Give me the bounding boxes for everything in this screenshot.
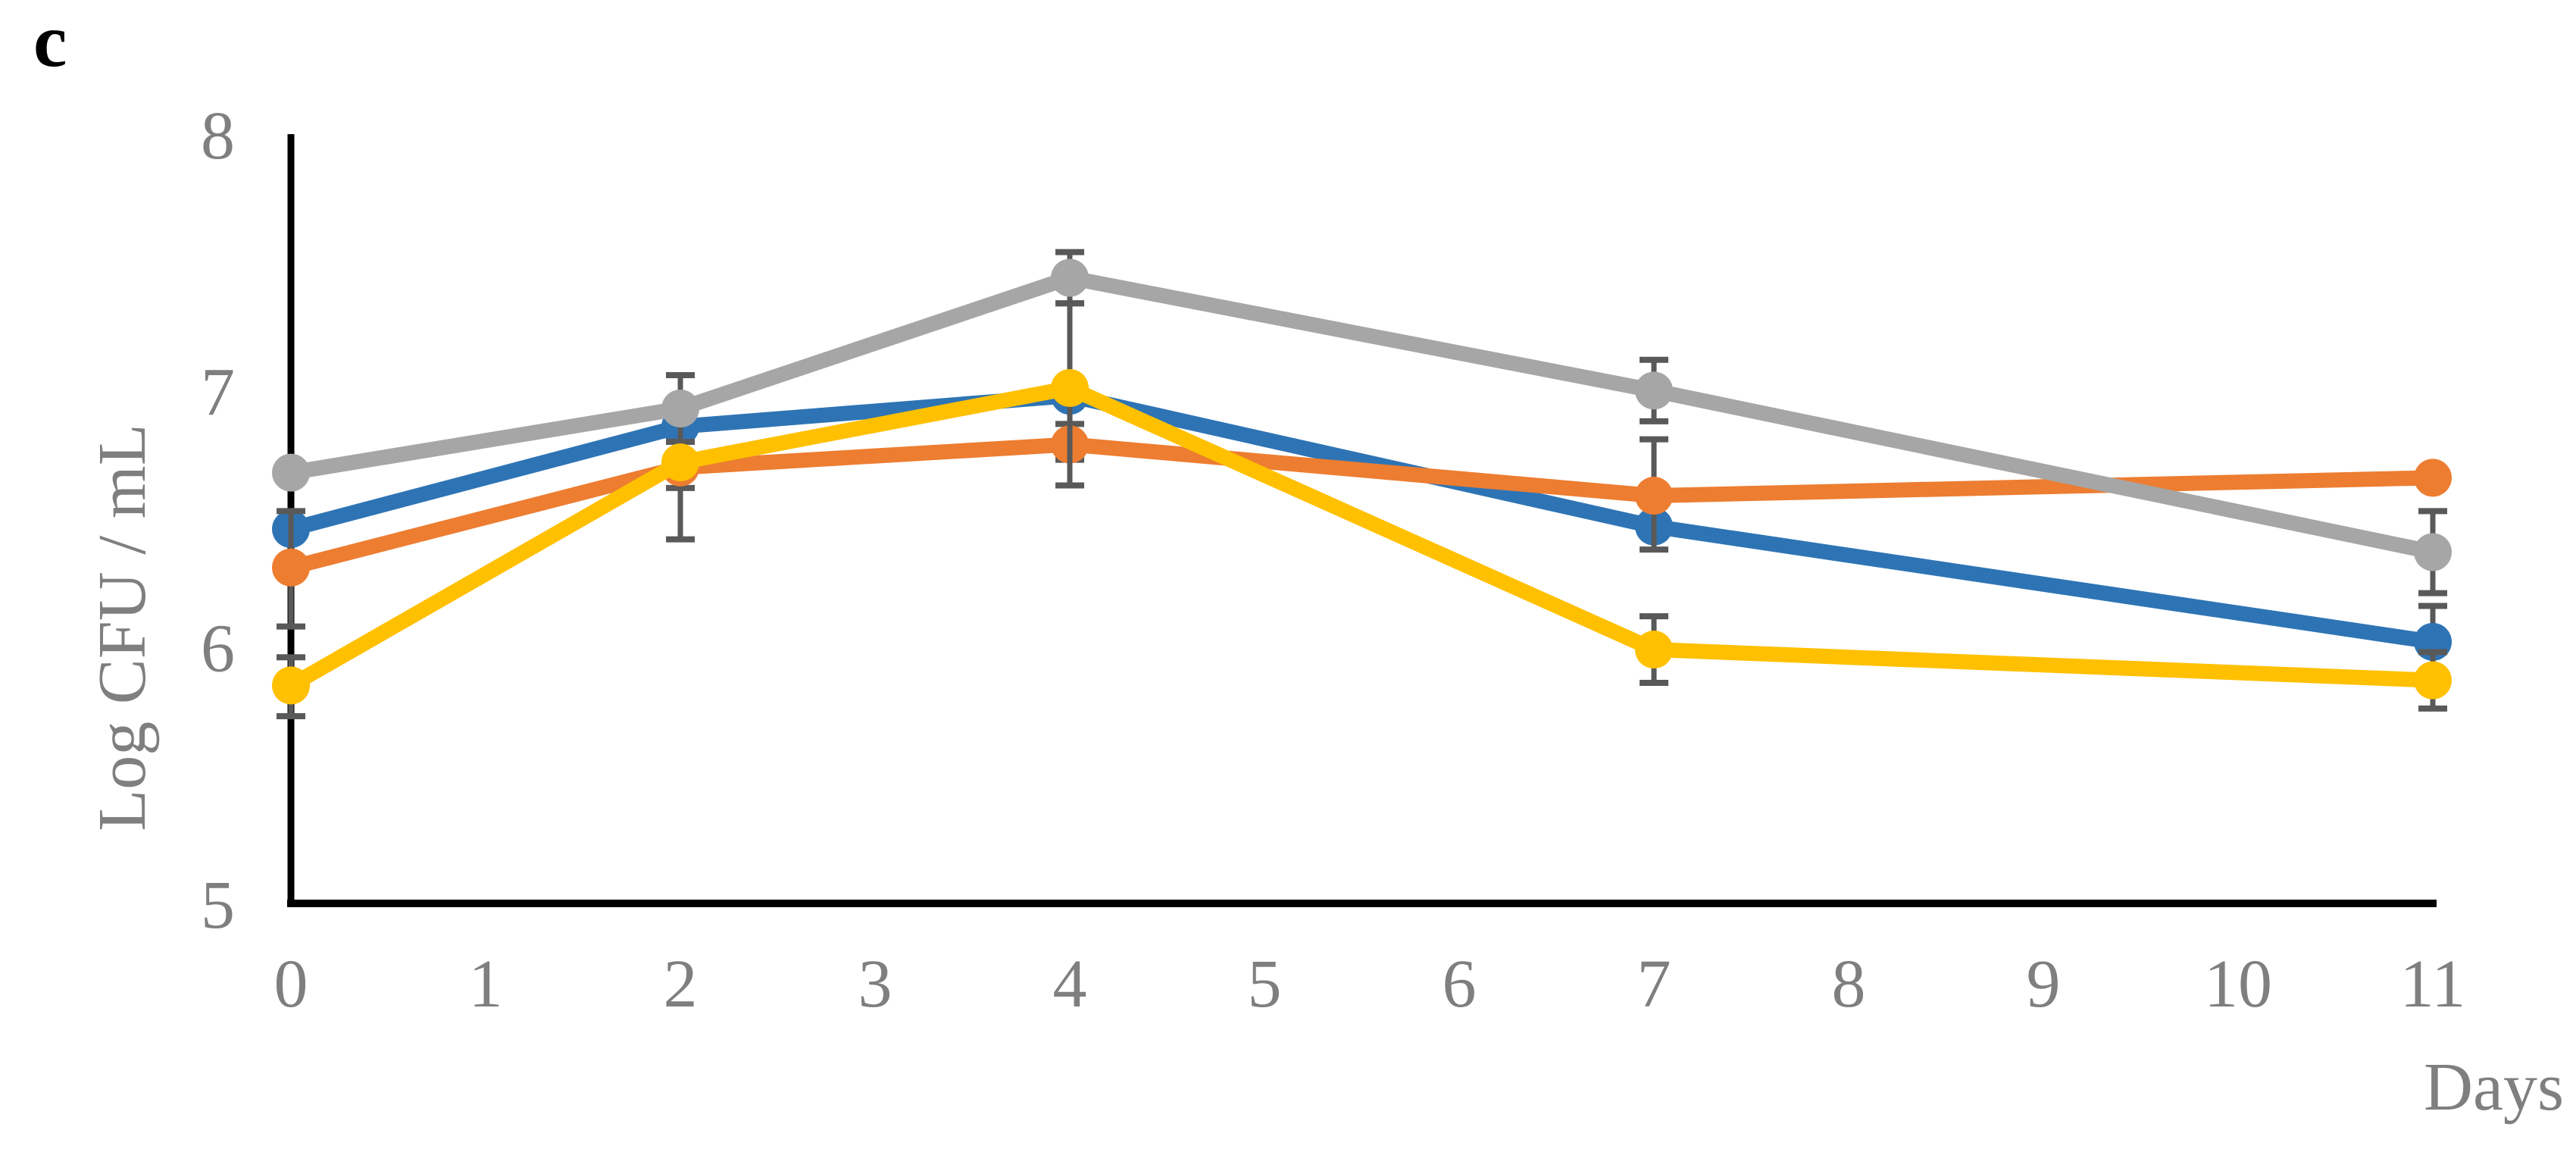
data-point-yellow-day-4 bbox=[1051, 368, 1089, 407]
y-tick-label: 7 bbox=[201, 355, 235, 430]
data-point-gray-day-0 bbox=[272, 453, 310, 492]
data-point-yellow-day-7 bbox=[1635, 631, 1673, 669]
data-point-yellow-day-11 bbox=[2414, 661, 2452, 700]
y-axis-title: Log CFU / mL bbox=[85, 424, 160, 831]
x-tick-label: 4 bbox=[1053, 947, 1087, 1022]
y-axis-tick-labels: 8 7 6 5 bbox=[201, 99, 235, 943]
x-tick-label: 9 bbox=[2027, 947, 2061, 1022]
data-point-yellow-day-0 bbox=[272, 666, 310, 705]
data-point-orange-day-0 bbox=[272, 548, 310, 587]
x-tick-label: 1 bbox=[469, 947, 503, 1022]
x-tick-label: 5 bbox=[1248, 947, 1282, 1022]
x-tick-label: 7 bbox=[1637, 947, 1671, 1022]
x-axis-title: Days bbox=[2424, 1050, 2564, 1125]
y-tick-label: 8 bbox=[201, 99, 235, 174]
x-tick-label: 10 bbox=[2204, 947, 2272, 1022]
panel-label: c bbox=[33, 0, 67, 83]
data-point-orange-day-7 bbox=[1635, 477, 1673, 515]
x-tick-label: 6 bbox=[1443, 947, 1477, 1022]
series-yellow bbox=[272, 300, 2452, 720]
data-point-gray-day-7 bbox=[1635, 371, 1673, 410]
x-tick-label: 3 bbox=[858, 947, 893, 1022]
x-tick-label: 0 bbox=[274, 947, 308, 1022]
data-point-yellow-day-2 bbox=[661, 443, 699, 482]
x-tick-label: 8 bbox=[1832, 947, 1866, 1022]
x-axis-tick-labels: 0 1 2 3 4 5 6 7 8 9 10 11 bbox=[274, 947, 2466, 1022]
data-point-orange-day-11 bbox=[2414, 459, 2452, 497]
x-tick-label: 2 bbox=[664, 947, 698, 1022]
y-tick-label: 5 bbox=[201, 868, 235, 943]
data-point-gray-day-11 bbox=[2414, 533, 2452, 571]
data-point-gray-day-4 bbox=[1051, 258, 1089, 297]
series-gray bbox=[272, 249, 2452, 596]
y-tick-label: 6 bbox=[201, 612, 235, 687]
x-tick-label: 11 bbox=[2400, 947, 2466, 1022]
series-line-yellow bbox=[283, 380, 2440, 693]
data-point-gray-day-2 bbox=[661, 390, 699, 428]
